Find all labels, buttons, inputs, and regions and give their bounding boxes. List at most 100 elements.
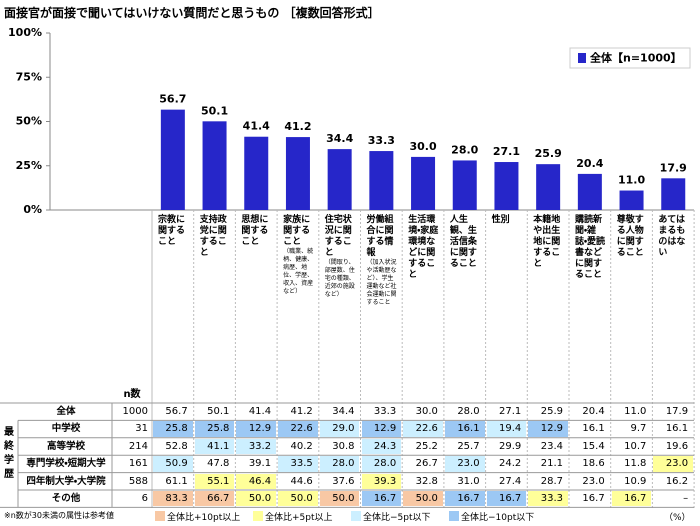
table-cell: 29.9 (499, 440, 522, 452)
value-label: 33.3 (368, 134, 395, 147)
footnote: ※n数が30未満の属性は参考値 (4, 511, 114, 521)
category-text: 住宅状況に関すること (324, 215, 352, 258)
table-cell: 16.7 (444, 491, 485, 507)
value-label: 56.7 (159, 93, 186, 106)
value-label: 41.4 (243, 120, 270, 133)
row-label: その他 (51, 493, 81, 504)
y-tick-label: 0% (23, 203, 42, 216)
table-cell: 50.0 (403, 491, 443, 507)
bar (285, 137, 310, 210)
table-cell: 23.0 (582, 475, 605, 487)
row-label: 高等学校 (46, 440, 85, 452)
row-n: 214 (128, 440, 148, 452)
page-title: 面接官が面接で聞いてはいけない質問だと思うもの ［複数回答形式］ (4, 6, 380, 20)
row-label: 四年制大学・大学院 (26, 475, 106, 487)
category-label: あてはまるものはない (658, 215, 689, 259)
table-cell: 41.4 (248, 406, 272, 417)
category-text: 思想に関すること (241, 215, 269, 247)
category-text: 本籍地や出生地に関すること (533, 215, 561, 269)
table-cell: 66.7 (194, 491, 235, 507)
table-cell: 10.7 (624, 440, 647, 452)
bar (327, 149, 352, 210)
table-cell: 9.7 (630, 423, 647, 435)
table-cell: 25.7 (457, 440, 480, 452)
value-label: 27.1 (493, 145, 520, 158)
legend-swatch (449, 511, 459, 522)
table-cell: 40.2 (290, 440, 313, 452)
table-cell: 11.0 (624, 406, 647, 417)
category-text: 労働組合に関する情報 (366, 215, 394, 258)
table-cell: 25.8 (194, 421, 235, 437)
category-label: 本籍地や出生地に関すること (533, 215, 564, 270)
table-cell: 27.1 (499, 406, 522, 417)
category-label: 生活環境・家庭環境などに関すること (408, 215, 439, 281)
table-cell: 12.9 (236, 421, 277, 437)
value-label: 41.2 (284, 120, 311, 133)
table-cell: 25.2 (415, 440, 438, 452)
table-cell: 50.0 (236, 491, 277, 507)
bar (244, 136, 269, 210)
value-label: 11.0 (618, 174, 645, 187)
value-label: 30.0 (409, 140, 436, 153)
row-label: 全体 (56, 406, 76, 417)
row-n: 1000 (122, 406, 148, 417)
row-label: 専門学校・短期大学 (26, 458, 106, 470)
table-cell: 61.1 (165, 475, 188, 487)
table-cell: 12.9 (361, 421, 402, 437)
row-label: 中学校 (51, 423, 81, 435)
table-cell: 39.1 (248, 458, 272, 470)
table-cell: 10.9 (624, 475, 647, 487)
category-text: 家族に関すること (283, 215, 311, 247)
category-note: （職業、続柄、健康、病歴、地位、学歴、収入、資産など） (283, 248, 314, 295)
table-cell: 15.4 (582, 440, 605, 452)
table-cell: 27.4 (499, 475, 522, 487)
category-text: 宗教に関すること (158, 215, 186, 247)
table-cell: 31.0 (457, 475, 480, 487)
category-label: 購読新聞・雑誌・愛読書などに関すること (575, 215, 606, 281)
table-cell: 33.2 (236, 438, 277, 455)
table-cell: 28.0 (361, 456, 402, 472)
category-text: 支持政党に関すること (199, 215, 227, 258)
table-cell: 28.0 (319, 456, 360, 472)
y-tick-label: 25% (16, 159, 42, 172)
table-cell: 50.0 (278, 491, 318, 507)
table-cell: – (683, 493, 689, 504)
table-cell: 33.3 (528, 491, 568, 507)
table-cell: 30.8 (332, 440, 355, 452)
value-label: 50.1 (201, 104, 228, 117)
row-n: 31 (135, 423, 148, 435)
category-label: 家族に関すること （職業、続柄、健康、病歴、地位、学歴、収入、資産など） (283, 215, 314, 296)
value-label: 25.9 (535, 147, 562, 160)
legend-label: 全体比−10pt以下 (461, 513, 535, 524)
bar (577, 173, 602, 210)
category-text: 尊敬する人物に関すること (616, 215, 644, 258)
table-cell: 50.9 (153, 456, 193, 472)
bar (619, 190, 644, 210)
legend-swatch (253, 511, 263, 522)
unit-label: （%） (664, 513, 691, 524)
table-cell: 16.1 (582, 423, 605, 435)
bar (452, 160, 477, 210)
table-cell: 23.4 (540, 440, 563, 452)
legend-label: 全体比−5pt以下 (363, 513, 431, 524)
legend-label: 全体比+10pt以上 (167, 513, 241, 524)
category-label: 労働組合に関する情報 （加入状況や活動歴など）、学生運動など社会運動に関すること (367, 215, 398, 307)
category-label: 人生観、生活信条に関すること (450, 215, 481, 270)
category-text: 性別 (491, 215, 510, 225)
table-cell: 25.8 (153, 421, 193, 437)
table-cell: 28.0 (457, 406, 480, 417)
bar (411, 156, 436, 210)
value-label: 28.0 (451, 143, 478, 156)
table-cell: 17.9 (665, 406, 689, 417)
table-cell: 50.0 (319, 491, 360, 507)
bar (202, 121, 227, 210)
table-cell: 32.8 (415, 475, 438, 487)
table-cell: 29.0 (319, 421, 360, 437)
table-cell: 50.1 (207, 406, 230, 417)
table-cell: 41.1 (194, 438, 235, 455)
table-cell: 18.6 (582, 458, 605, 470)
table-cell: 25.9 (540, 406, 563, 417)
row-n: 161 (128, 458, 148, 470)
